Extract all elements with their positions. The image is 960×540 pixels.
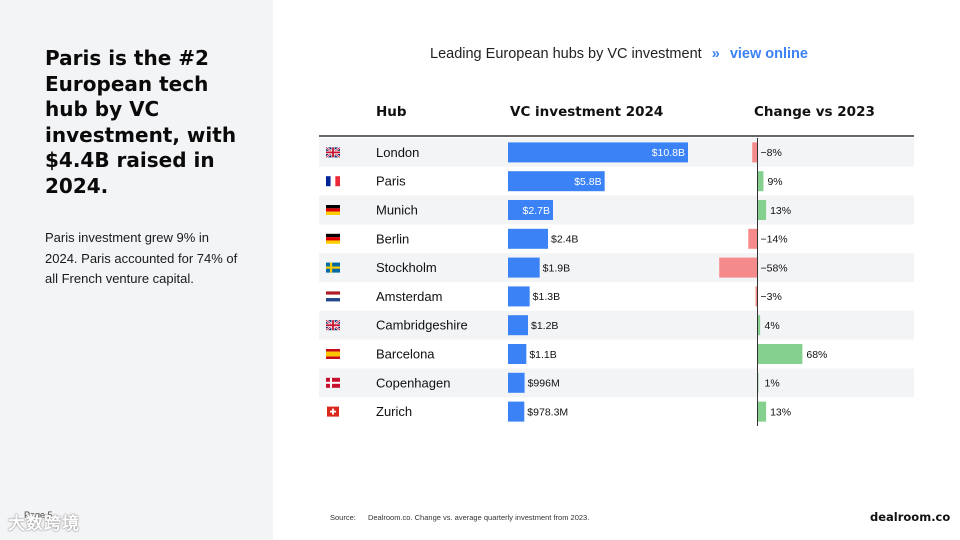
change-label: 68%: [806, 349, 827, 361]
row-background: [319, 195, 914, 225]
hub-name: London: [376, 145, 419, 160]
spain-flag-icon: [326, 349, 340, 359]
investment-label: $996M: [528, 378, 560, 390]
investment-label: $978.3M: [527, 406, 568, 418]
row-background: [319, 368, 914, 398]
hub-name: Berlin: [376, 231, 409, 246]
column-header-change: Change vs 2023: [754, 104, 875, 120]
description: Paris investment grew 9% in 2024. Paris …: [45, 230, 238, 286]
source-text: Dealroom.co. Change vs. average quarterl…: [367, 513, 590, 522]
investment-label: $2.7B: [523, 205, 550, 217]
change-label: −58%: [761, 262, 788, 274]
source-label: Source:: [330, 513, 356, 522]
change-label: 4%: [765, 320, 780, 332]
investment-bar: [508, 315, 528, 336]
hub-name: Barcelona: [376, 347, 435, 362]
hub-name: Copenhagen: [376, 375, 450, 390]
france-flag-icon: [326, 176, 340, 187]
hub-name: Paris: [376, 174, 406, 189]
germany-flag-icon: [326, 233, 340, 244]
germany-flag-icon: [326, 205, 340, 215]
investment-label: $2.4B: [551, 234, 578, 246]
chart-title-text: Leading European hubs by VC investment: [430, 46, 702, 62]
row-background: [319, 253, 914, 282]
change-label: 13%: [770, 406, 791, 418]
change-label: −14%: [761, 234, 788, 246]
hub-name: Munich: [376, 203, 418, 218]
investment-label: $1.9B: [543, 262, 570, 274]
chart-title-separator: »: [711, 46, 720, 62]
change-bar: [755, 286, 758, 307]
investment-bar: [508, 401, 525, 422]
investment-bar: [508, 171, 605, 192]
investment-bar: [508, 228, 548, 249]
uk-flag-icon: [325, 319, 341, 332]
watermark: 大数跨境: [8, 514, 80, 533]
investment-label: $5.8B: [574, 176, 601, 188]
investment-bar: [508, 257, 540, 278]
change-label: −3%: [761, 291, 782, 303]
change-bar: [757, 200, 767, 220]
change-bar: [757, 315, 761, 336]
hub-name: Stockholm: [376, 260, 437, 275]
dealroom-logo: dealroom.co: [870, 510, 951, 524]
view-online-link[interactable]: view online: [729, 46, 808, 62]
headline: Paris is the #2 European tech hub by VC …: [45, 46, 237, 198]
change-bar: [752, 142, 758, 163]
change-label: −8%: [761, 147, 782, 159]
change-bar: [757, 401, 767, 422]
uk-flag-icon: [325, 146, 341, 159]
change-label: 1%: [765, 378, 780, 390]
investment-label: $10.8B: [652, 147, 685, 159]
change-bar: [719, 257, 758, 278]
column-header-investment: VC investment 2024: [510, 104, 664, 120]
investment-label: $1.2B: [531, 320, 558, 332]
investment-bar: [508, 372, 525, 393]
investment-bar: [508, 200, 553, 220]
denmark-flag-icon: [326, 377, 340, 388]
hub-name: Cambridgeshire: [376, 318, 468, 333]
change-bar: [757, 344, 803, 364]
hub-name: Amsterdam: [376, 289, 442, 304]
left-panel: Paris is the #2 European tech hub by VC …: [0, 0, 273, 540]
investment-bar: [508, 344, 527, 364]
hub-name: Zurich: [376, 404, 412, 419]
switzerland-flag-icon: [327, 406, 339, 417]
change-label: 9%: [767, 176, 782, 188]
page-number: Page 5: [24, 510, 53, 520]
change-bar: [757, 171, 764, 192]
source-note: Source: Dealroom.co. Change vs. average …: [330, 513, 589, 522]
change-bar: [748, 228, 758, 249]
investment-label: $1.1B: [529, 349, 556, 361]
investment-label: $1.3B: [533, 291, 560, 303]
investment-bar: [508, 286, 530, 307]
sweden-flag-icon: [326, 262, 340, 273]
netherlands-flag-icon: [326, 291, 340, 302]
chart-title: Leading European hubs by VC investment »…: [300, 46, 938, 62]
investment-bar: [508, 142, 688, 163]
column-header-hub: Hub: [376, 104, 407, 120]
row-background: [319, 310, 914, 340]
change-label: 13%: [770, 205, 791, 217]
